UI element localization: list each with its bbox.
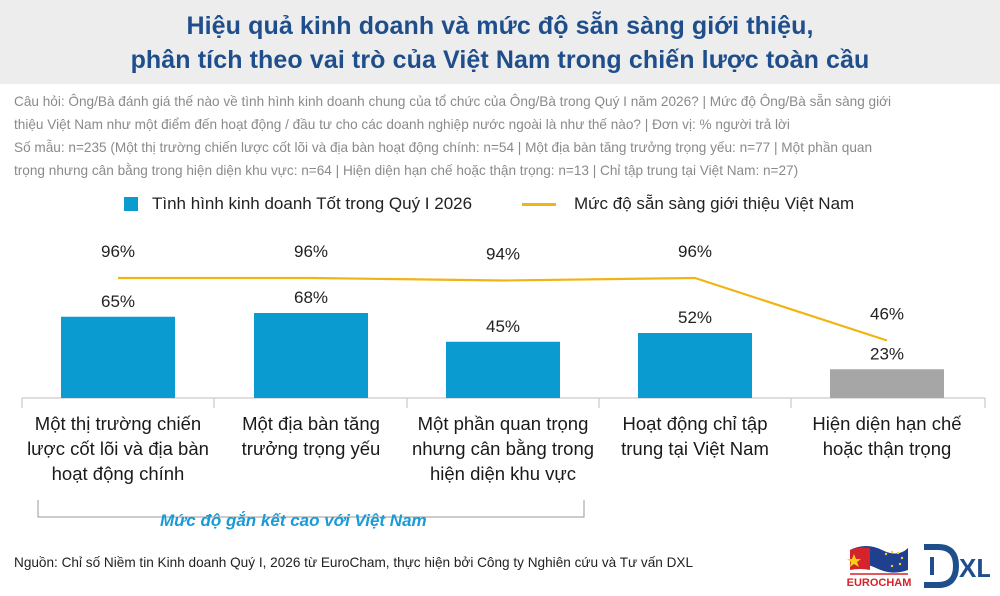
category-label: Một địa bàn tăng trưởng trọng yếu [242,413,381,459]
category-label: Hoạt động chỉ tập trung tại Việt Nam [621,413,769,459]
bar [638,333,752,398]
series-line [118,276,888,342]
legend-line-swatch [522,202,556,206]
category-label-line: Một địa bàn tăng [242,413,380,434]
title-band [0,0,1000,84]
question-note-line-1: Câu hỏi: Ông/Bà đánh giá thế nào về tình… [14,94,892,109]
category-label: Hiện diện hạn chế hoặc thận trọng [812,413,962,459]
bar [254,313,368,398]
line-value-label: 96% [101,242,135,261]
category-label-line: nhưng cân bằng trong [412,438,594,459]
eurocham-flag-icon: EUROCHAM [847,546,912,589]
line-value-label: 94% [486,245,520,264]
bracket [37,500,585,518]
dxl-mark-icon: XL [924,544,992,588]
line-value-label: 96% [294,242,328,261]
dxl-logo-text: XL [959,553,990,583]
bracket-label: Mức độ gắn kết cao với Việt Nam [160,511,427,530]
bar-value-label: 68% [294,288,328,307]
chart-title-line-1: Hiệu quả kinh doanh và mức độ sẵn sàng g… [186,12,814,40]
category-label-line: Một phần quan trọng [418,413,589,434]
sample-note-line-1: Số mẫu: n=235 (Một thị trường chiến lược… [14,140,873,155]
category-label-line: Một thị trường chiến [35,413,201,434]
category-label: Một thị trường chiến lược cốt lõi và địa … [27,413,209,484]
eurocham-logo-text: EUROCHAM [847,577,912,588]
bar [830,369,944,398]
category-label-line: hiện diện khu vực [430,463,576,484]
category-label-line: Hoạt động chỉ tập [622,413,767,434]
line-value-label: 96% [678,242,712,261]
category-label-line: lược cốt lõi và địa bàn [27,438,209,459]
category-label-line: trưởng trọng yếu [242,438,381,459]
bar-value-label: 65% [101,292,135,311]
legend-line-label: Mức độ sẵn sàng giới thiệu Việt Nam [574,194,855,213]
category-label: Một phần quan trọng nhưng cân bằng trong h… [412,413,594,484]
legend-line: Mức độ sẵn sàng giới thiệu Việt Nam [522,193,854,215]
legend-bar-label: Tình hình kinh doanh Tốt trong Quý I 202… [152,194,473,213]
dxl-logo: XL [918,541,992,596]
bar-value-label: 52% [678,308,712,327]
bar-value-label: 45% [486,317,520,336]
category-label-line: trung tại Việt Nam [621,438,769,459]
question-note-line-2: thiệu Việt Nam như một điểm đến hoạt độn… [14,117,790,132]
source-note: Nguồn: Chỉ số Niềm tin Kinh doanh Quý I,… [14,555,694,570]
legend-bar: Tình hình kinh doanh Tốt trong Quý I 202… [124,193,472,215]
category-label-line: Hiện diện hạn chế [812,413,962,434]
eurocham-logo: EUROCHAM [846,540,912,593]
bar [61,316,175,398]
bar [446,341,560,398]
category-label-line: hoạt động chính [52,463,185,484]
sample-note-line-2: trọng nhưng cân bằng trong hiện diện khu… [14,163,799,178]
bar-value-label: 23% [870,344,904,363]
line-value-label: 46% [870,305,904,324]
legend-bar-swatch [124,197,138,211]
category-label-line: hoặc thận trọng [823,438,952,459]
chart-title-line-2: phân tích theo vai trò của Việt Nam tron… [130,46,870,74]
